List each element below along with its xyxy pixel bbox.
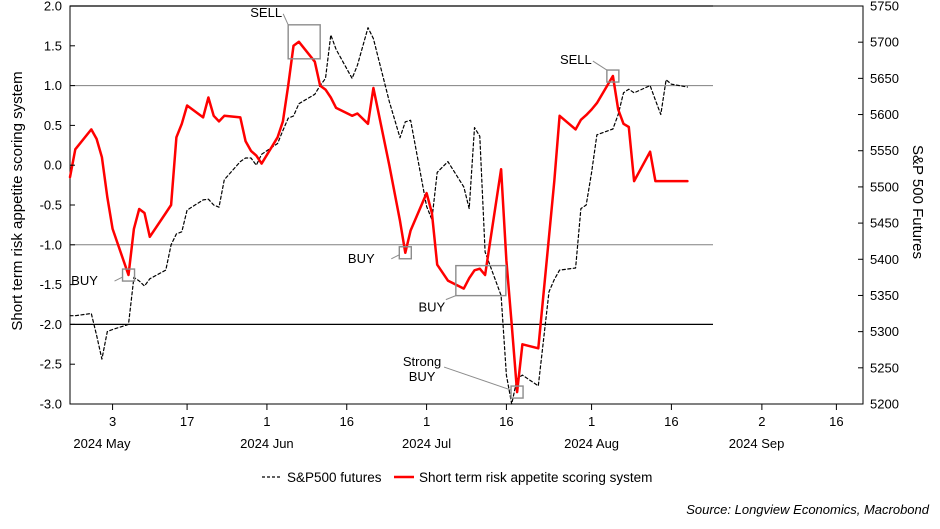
x-axis: 3 17 1 16 1 16 1 16 2 16 2024 May 2024 Jun 2024 Jul 2… <box>73 404 844 451</box>
x-tick-label: 1 <box>263 414 270 429</box>
right-axis-title: S&P 500 Futures <box>909 145 926 259</box>
right-tick-label: 5400 <box>870 252 899 267</box>
x-month-label: 2024 May <box>73 436 131 451</box>
left-tick-label: 1.5 <box>44 38 62 53</box>
left-tick-label: 1.0 <box>44 78 62 93</box>
reference-lines <box>70 5 713 326</box>
annotation-box-buy-1 <box>121 268 136 282</box>
left-tick-label: -1.5 <box>40 277 62 292</box>
annotation-label-sell-1: SELL <box>250 5 282 20</box>
left-tick-label: -1.0 <box>40 237 62 252</box>
series-layer <box>68 27 689 405</box>
x-tick-label: 17 <box>180 414 194 429</box>
annotation-label-buy-1: BUY <box>71 273 98 288</box>
left-tick-label: 2.0 <box>44 0 62 14</box>
left-tick-label: -2.5 <box>40 357 62 372</box>
x-tick-label: 16 <box>340 414 354 429</box>
x-month-label: 2024 Jul <box>402 436 451 451</box>
annotation-label-strong-buy: BUY <box>409 369 436 384</box>
right-tick-label: 5700 <box>870 35 899 50</box>
right-tick-label: 5650 <box>870 71 899 86</box>
x-tick-label: 3 <box>109 414 116 429</box>
x-tick-label: 1 <box>588 414 595 429</box>
right-tick-label: 5450 <box>870 216 899 231</box>
legend-label-sp500: S&P500 futures <box>287 470 382 485</box>
annotation-leader-buy-3 <box>445 295 457 301</box>
annotation-leader-buy-1 <box>114 276 123 282</box>
legend: S&P500 futures Short term risk appetite … <box>262 470 652 485</box>
x-tick-label: 16 <box>499 414 513 429</box>
left-tick-label: -2.0 <box>40 317 62 332</box>
right-tick-label: 5200 <box>870 397 899 412</box>
x-tick-label: 1 <box>423 414 430 429</box>
annotation-label-strong-buy: Strong <box>403 354 441 369</box>
source-note: Source: Longview Economics, Macrobond <box>686 502 930 517</box>
annotation-leader-strong-buy <box>443 366 512 391</box>
left-axis: 2.0 1.5 1.0 0.5 0.0 -0.5 -1.0 -1.5 -2.0 -2.5 -3.0 <box>40 0 75 412</box>
left-tick-label: 0.5 <box>44 118 62 133</box>
sp500-futures-line <box>69 27 688 405</box>
annotation-leader-buy-2 <box>391 254 400 260</box>
annotation-box-sell-1 <box>287 24 321 60</box>
annotation-box-strong-buy <box>510 385 524 399</box>
annotation-leader-sell-2 <box>592 60 608 71</box>
right-tick-label: 5550 <box>870 143 899 158</box>
right-axis: 5750 5700 5650 5600 5550 5500 5450 5400 5350 5300… <box>858 0 899 412</box>
x-month-label: 2024 Aug <box>564 436 619 451</box>
left-tick-label: 0.0 <box>44 158 62 173</box>
plot-border <box>69 5 864 405</box>
annotation-box-sell-2 <box>606 69 620 83</box>
x-tick-label: 16 <box>829 414 843 429</box>
x-month-label: 2024 Sep <box>729 436 785 451</box>
annotation-label-buy-2: BUY <box>348 251 375 266</box>
right-tick-label: 5600 <box>870 107 899 122</box>
left-tick-label: -3.0 <box>40 397 62 412</box>
right-tick-label: 5350 <box>870 288 899 303</box>
left-axis-title: Short term risk appetite scoring system <box>9 71 26 330</box>
annotation-box-buy-2 <box>398 246 412 260</box>
legend-label-risk: Short term risk appetite scoring system <box>419 470 652 485</box>
annotation-label-buy-3: BUY <box>418 300 445 315</box>
right-tick-label: 5500 <box>870 179 899 194</box>
right-tick-label: 5300 <box>870 324 899 339</box>
right-tick-label: 5250 <box>870 360 899 375</box>
right-tick-label: 5750 <box>870 0 899 14</box>
x-tick-label: 16 <box>664 414 678 429</box>
left-tick-label: -0.5 <box>40 198 62 213</box>
plot-frame <box>69 5 864 405</box>
risk-appetite-line <box>68 40 689 394</box>
x-tick-label: 2 <box>758 414 765 429</box>
annotation-box-buy-3 <box>455 264 507 297</box>
x-month-label: 2024 Jun <box>240 436 294 451</box>
annotation-label-sell-2: SELL <box>560 52 592 67</box>
annotation-leader-sell-1 <box>282 13 289 26</box>
